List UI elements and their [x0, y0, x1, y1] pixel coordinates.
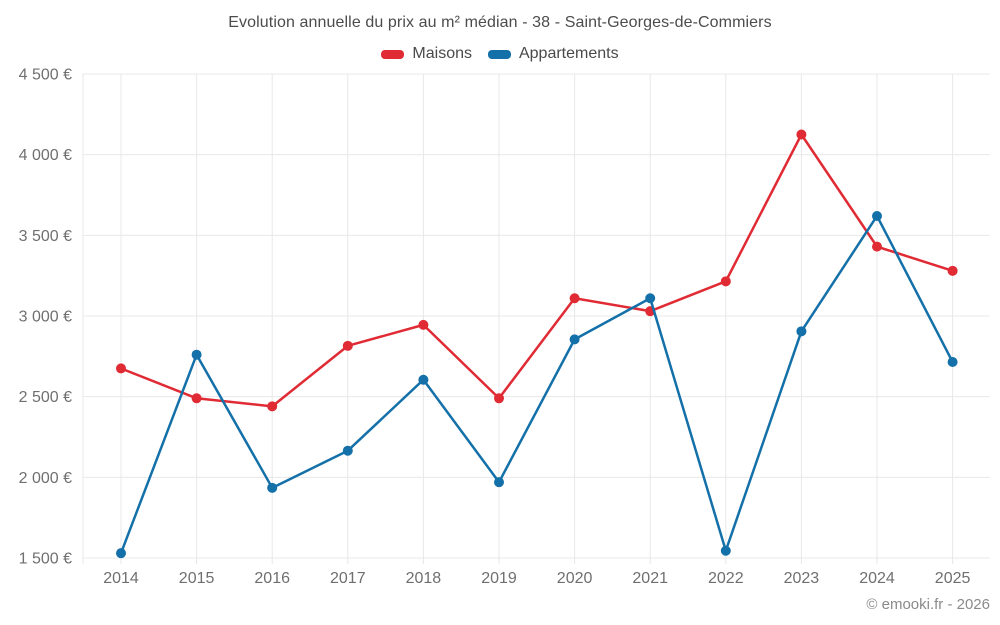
y-axis-tick-label: 2 500 €	[19, 389, 72, 406]
appartements-point-2023	[796, 326, 807, 337]
chart-title: Evolution annuelle du prix au m² médian …	[228, 14, 772, 31]
maisons-swatch	[381, 49, 405, 59]
appartements-point-2024	[872, 210, 882, 221]
maisons-point-2025	[947, 265, 958, 276]
x-axis-tick-label: 2016	[254, 570, 290, 587]
legend-label-maisons: Maisons	[412, 45, 472, 62]
appartements-point-2018	[418, 374, 429, 385]
x-axis-tick-label: 2019	[481, 570, 517, 587]
maisons-line	[119, 133, 954, 408]
maisons-point-2017	[342, 340, 353, 351]
y-axis-tick-label: 3 000 €	[19, 309, 72, 326]
appartements-point-2021	[645, 293, 656, 304]
appartements-point-2015	[191, 349, 202, 360]
attribution: © emooki.fr - 2026	[866, 596, 990, 613]
maisons-point-2019	[494, 393, 504, 404]
y-axis-tick-label: 1 500 €	[19, 551, 72, 568]
x-axis-tick-label: 2015	[179, 570, 215, 587]
appartements-point-2022	[720, 545, 731, 556]
y-axis-tick-label: 4 500 €	[19, 67, 72, 84]
x-axis-tick-label: 2014	[103, 570, 139, 587]
appartements-point-2019	[494, 477, 504, 488]
maisons-point-2014	[116, 363, 126, 374]
x-axis-tick-label: 2021	[632, 570, 668, 587]
x-axis-tick-label: 2017	[330, 570, 366, 587]
legend-item-appartements[interactable]: Appartements	[487, 45, 619, 63]
y-axis-tick-label: 3 500 €	[19, 228, 72, 245]
x-axis-tick-label: 2022	[708, 570, 744, 587]
appartements-point-2020	[569, 334, 580, 345]
maisons-point-2022	[720, 276, 731, 287]
maisons-point-2018	[418, 319, 429, 330]
appartements-point-2025	[947, 356, 958, 367]
legend: Maisons Appartements	[0, 45, 1000, 63]
legend-label-appartements: Appartements	[518, 45, 619, 62]
maisons-point-2020	[569, 293, 580, 304]
x-axis-tick-label: 2023	[784, 570, 820, 587]
x-axis-tick-label: 2024	[859, 570, 895, 587]
y-axis-tick-label: 2 000 €	[19, 470, 72, 487]
appartements-line	[119, 214, 954, 555]
x-axis-tick-label: 2018	[406, 570, 442, 587]
maisons-point-2024	[872, 241, 882, 252]
appartements-swatch	[487, 49, 511, 59]
maisons-point-2016	[267, 401, 278, 412]
appartements-point-2014	[116, 548, 126, 559]
maisons-point-2015	[191, 393, 202, 404]
appartements-point-2017	[342, 445, 353, 456]
maisons-point-2023	[796, 129, 807, 140]
y-axis-tick-label: 4 000 €	[19, 147, 72, 164]
x-axis-tick-label: 2025	[935, 570, 971, 587]
legend-item-maisons[interactable]: Maisons	[381, 45, 472, 63]
appartements-point-2016	[267, 482, 278, 493]
x-axis-tick-label: 2020	[557, 570, 593, 587]
